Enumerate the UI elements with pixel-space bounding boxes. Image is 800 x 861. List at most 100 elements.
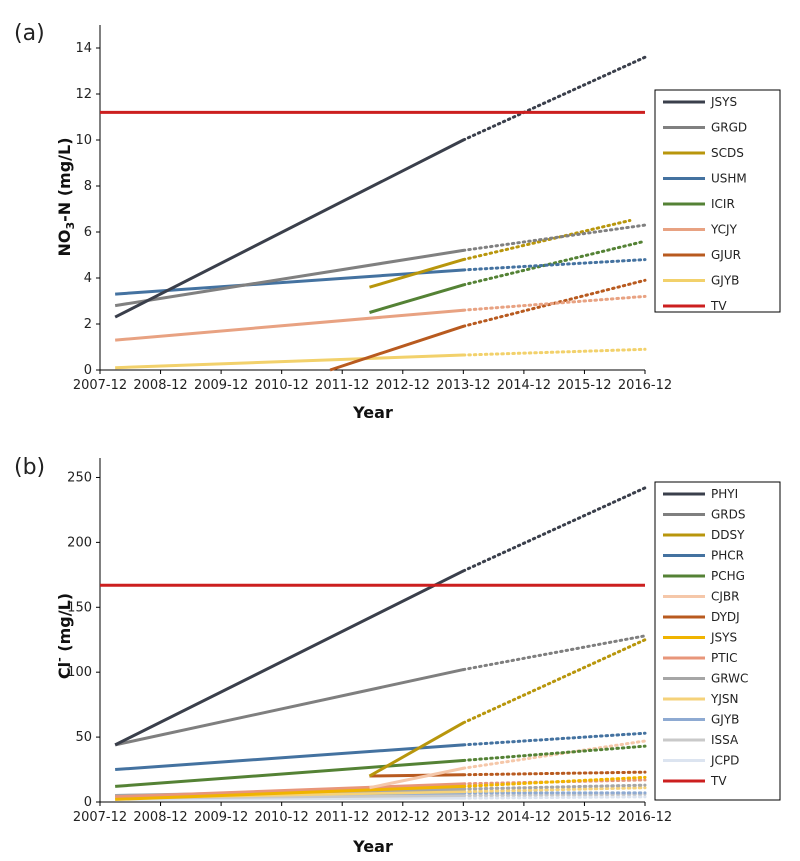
y-tick-label-a: 14	[75, 41, 92, 56]
series-projection-jsys-b	[461, 775, 647, 788]
legend-label-ptic-b: PTIC	[711, 651, 737, 665]
x-tick-label-a: 2009-12	[194, 378, 248, 393]
series-line-dydj-b	[369, 773, 464, 778]
x-tick-label-b: 2013-12	[436, 810, 490, 825]
y-axis-title-a: NO3-N (mg/L)	[55, 137, 77, 256]
y-tick-label-b: 200	[67, 535, 92, 550]
series-line-jcpd-b	[115, 796, 464, 801]
series-line-ptic-b	[115, 782, 464, 799]
y-tick-label-a: 10	[75, 133, 92, 148]
x-axis-title-a: Year	[352, 403, 393, 422]
plot-area-b: 0 50 100 150 200 250 2007-12 2008-12 2009-12 2010…	[67, 458, 672, 825]
legend-label-tv-b: TV	[710, 774, 727, 788]
legend-label-icir-a: ICIR	[711, 197, 735, 211]
series-projection-jcpd-b	[461, 795, 647, 800]
y-tick-label-b: 0	[84, 795, 92, 810]
legend-label-phyi-b: PHYI	[711, 487, 738, 501]
y-tick-label-a: 0	[84, 363, 92, 378]
series-line-phcr-b	[115, 743, 464, 772]
legend-label-grwc-b: GRWC	[711, 672, 748, 686]
series-projection-pchg-b	[461, 744, 647, 762]
y-tick-label-b: 50	[75, 730, 92, 745]
y-axis-title-a-rest: -N (mg/L)	[55, 137, 74, 221]
series-projection-yjsn-b	[461, 786, 647, 794]
legend-label-gjur-a: GJUR	[711, 248, 741, 262]
series-line-pchg-b	[115, 758, 464, 788]
series-projection-ddsy-b	[461, 638, 647, 725]
series-line-ycjy-a	[115, 308, 464, 342]
x-axis-title-b: Year	[352, 837, 393, 856]
legend-label-gjyb-b: GJYB	[711, 713, 739, 727]
legend-label-jsys-b: JSYS	[710, 631, 737, 645]
panel-label-b: (b)	[14, 455, 45, 480]
legend-label-jsys-a: JSYS	[710, 95, 737, 109]
legend-label-grgd-a: GRGD	[711, 121, 747, 135]
x-tick-label-b: 2011-12	[315, 810, 369, 825]
x-tick-label-b: 2010-12	[255, 810, 309, 825]
series-line-jsys-b	[115, 784, 464, 801]
chart-panel-a: (a) 0 2 4 6 8 10 12 14 2007-12 2008-12 2009-12 2010…	[14, 21, 781, 422]
x-tick-label-a: 2007-12	[73, 378, 127, 393]
series-projection-phcr-b	[461, 731, 647, 747]
x-tick-label-a: 2014-12	[497, 378, 551, 393]
x-tick-label-b: 2007-12	[73, 810, 127, 825]
series-projection-ushm-a	[461, 258, 647, 272]
x-tick-label-b: 2016-12	[618, 810, 672, 825]
series-projection-issa-b	[461, 792, 647, 798]
legend-label-gjyb-a: GJYB	[711, 274, 739, 288]
series-projection-ycjy-a	[461, 294, 647, 312]
legend-label-ddsy-b: DDSY	[711, 528, 745, 542]
x-tick-label-b: 2014-12	[497, 810, 551, 825]
legend-label-dydj-b: DYDJ	[711, 610, 740, 624]
series-line-ddsy-b	[368, 721, 465, 778]
x-tick-label-b: 2015-12	[557, 810, 611, 825]
series-projection-icir-a	[461, 239, 647, 287]
y-axis-title-b: Cl- (mg/L)	[53, 593, 74, 679]
y-axis-title-b-sup: -	[53, 657, 66, 662]
y-tick-label-b: 100	[67, 665, 92, 680]
x-tick-label-b: 2008-12	[133, 810, 187, 825]
legend-label-grds-b: GRDS	[711, 508, 746, 522]
y-tick-label-b: 250	[67, 470, 92, 485]
series-projection-cjbr-b	[461, 739, 647, 770]
x-tick-label-a: 2008-12	[133, 378, 187, 393]
series-line-jsys-a	[114, 138, 465, 319]
chart-panel-b: (b) 0 50 100 150 200 250 2007-12 2008-12 2009-12…	[14, 455, 781, 856]
series-projection-grds-b	[461, 634, 647, 672]
series-line-scds-a	[369, 258, 464, 289]
x-tick-label-a: 2015-12	[557, 378, 611, 393]
x-tick-label-a: 2011-12	[315, 378, 369, 393]
series-projection-gjur-a	[461, 278, 647, 328]
series-line-ushm-a	[115, 268, 464, 296]
series-line-gjyb-a	[115, 353, 464, 370]
plot-area-a: 0 2 4 6 8 10 12 14 2007-12 2008-12 2009-12 2010-12 2…	[73, 25, 672, 393]
y-axis-title-a-sub: 3	[64, 222, 77, 230]
series-projection-dydj-b	[461, 770, 647, 777]
y-axis-title-a-main: NO	[55, 230, 74, 257]
series-projection-grgd-a	[461, 223, 647, 252]
legend-b: PHYI GRDS DDSY PHCR PCHG CJBR DYDJ JSYS PTIC GRWC…	[654, 481, 781, 801]
legend-label-tv-a: TV	[710, 299, 727, 313]
x-tick-label-a: 2010-12	[255, 378, 309, 393]
series-line-grds-b	[114, 668, 464, 747]
legend-label-cjbr-b: CJBR	[711, 590, 740, 604]
y-axis-title-b-main: Cl	[55, 662, 74, 679]
x-tick-label-b: 2012-12	[376, 810, 430, 825]
legend-label-jcpd-b: JCPD	[710, 754, 739, 768]
series-projection-gjyb-a	[461, 347, 647, 357]
y-tick-label-b: 150	[67, 600, 92, 615]
legend-label-ushm-a: USHM	[711, 172, 747, 186]
series-line-cjbr-b	[369, 766, 464, 790]
panel-label-a: (a)	[14, 21, 45, 46]
y-tick-label-a: 8	[84, 179, 92, 194]
x-tick-label-b: 2009-12	[194, 810, 248, 825]
series-projection-jsys-a	[461, 55, 647, 142]
legend-label-issa-b: ISSA	[711, 733, 739, 747]
legend-label-scds-a: SCDS	[711, 146, 744, 160]
series-projection-phyi-b	[461, 486, 647, 573]
series-line-grgd-a	[114, 248, 464, 308]
y-tick-label-a: 12	[75, 87, 92, 102]
x-tick-label-a: 2012-12	[376, 378, 430, 393]
legend-label-yjsn-b: YJSN	[710, 692, 738, 706]
